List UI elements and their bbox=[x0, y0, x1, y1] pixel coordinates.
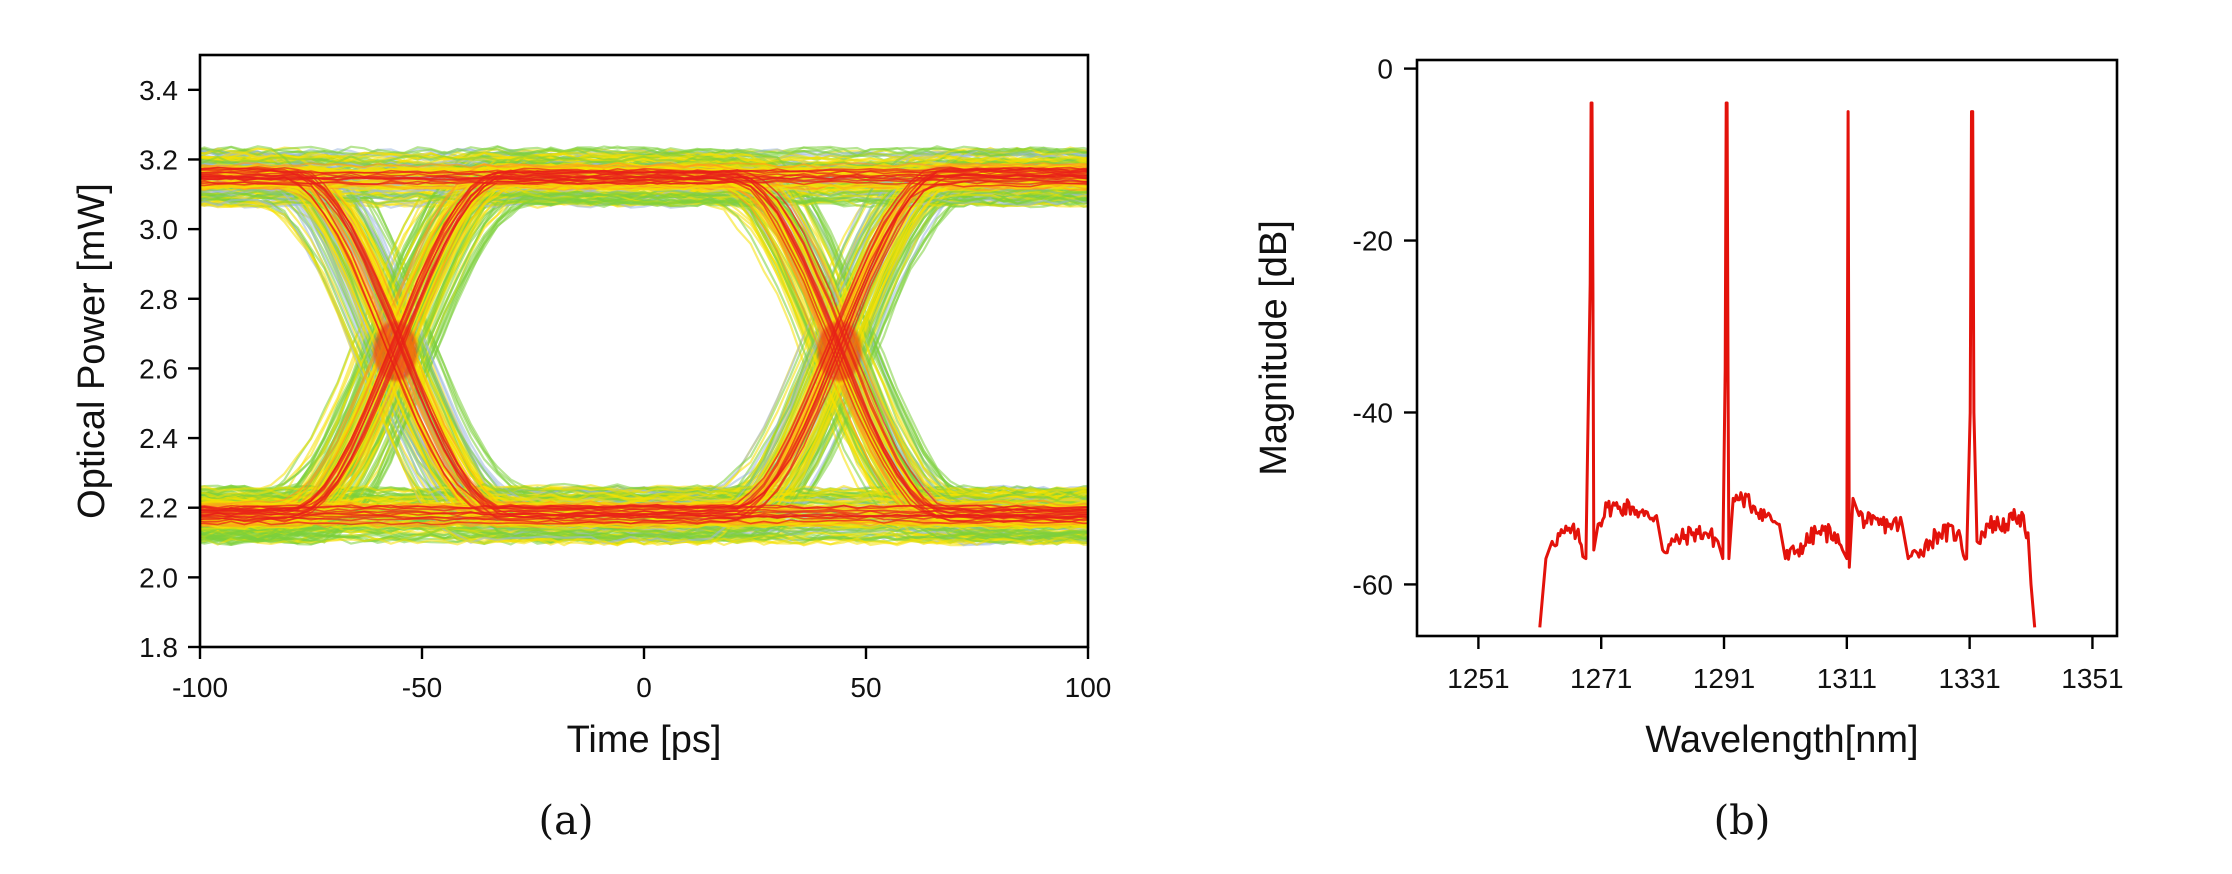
eye-x-tick-label: -50 bbox=[402, 672, 442, 703]
eye-y-axis-label: Optical Power [mW] bbox=[71, 183, 113, 519]
spectrum-x-tick-label: 1271 bbox=[1570, 663, 1632, 694]
eye-trace-dense bbox=[200, 179, 1088, 523]
spectrum-x-tick-label: 1311 bbox=[1817, 663, 1877, 694]
eye-x-tick-label: 100 bbox=[1065, 672, 1112, 703]
spectrum-x-tick-label: 1291 bbox=[1693, 663, 1755, 694]
spectrum-panel: 1251 1271 1291 1311 1331 1351 0 -20 -40 -60 Wavel… bbox=[1253, 54, 2124, 844]
eye-trace-dense bbox=[200, 169, 1088, 513]
eye-trace-core bbox=[200, 161, 1088, 507]
eye-trace-core bbox=[200, 183, 1088, 191]
eye-x-tick-label: -100 bbox=[172, 672, 228, 703]
eye-y-tick-label: 2.4 bbox=[139, 423, 178, 454]
spectrum-plot-frame bbox=[1415, 58, 2119, 638]
eye-x-tick-label: 50 bbox=[850, 672, 881, 703]
spectrum-y-tick-label: -40 bbox=[1353, 397, 1393, 428]
eye-traces bbox=[200, 145, 1088, 547]
eye-y-tick-label: 1.8 bbox=[139, 632, 178, 663]
spectrum-x-tick-label: 1251 bbox=[1447, 663, 1509, 694]
eye-trace bbox=[200, 145, 1088, 492]
caption-a: (a) bbox=[538, 798, 593, 844]
eye-trace-dense bbox=[200, 169, 1088, 175]
spectrum-series-line bbox=[1538, 101, 2037, 628]
eye-trace bbox=[200, 154, 1088, 502]
eye-crossing-hotspot bbox=[817, 321, 862, 381]
eye-axes: -100 -50 0 50 100 1.8 2.0 2.2 2.4 2.6 2.8 3.0 3.2 3.4 bbox=[139, 75, 1111, 703]
eye-trace bbox=[200, 192, 1088, 201]
spectrum-x-axis-label: Wavelength[nm] bbox=[1645, 719, 1918, 761]
eye-trace-dense bbox=[200, 182, 1088, 526]
eye-diagram-panel: -100 -50 0 50 100 1.8 2.0 2.2 2.4 2.6 2.8 3.0 3.2 3.4… bbox=[71, 53, 1111, 844]
eye-trace bbox=[200, 147, 1088, 495]
eye-y-tick-label: 2.6 bbox=[139, 353, 178, 384]
eye-y-tick-label: 3.2 bbox=[139, 144, 178, 175]
caption-b: (b) bbox=[1714, 798, 1771, 844]
eye-trace-dense bbox=[200, 169, 1088, 512]
eye-trace-core bbox=[200, 162, 1088, 506]
eye-y-tick-label: 3.4 bbox=[139, 75, 178, 106]
eye-trace bbox=[200, 188, 1088, 535]
spectrum-y-tick-label: -60 bbox=[1353, 569, 1393, 600]
spectrum-y-axis-label: Magnitude [dB] bbox=[1253, 220, 1295, 476]
eye-crossing-hotspot bbox=[373, 321, 418, 381]
eye-y-tick-label: 3.0 bbox=[139, 214, 178, 245]
eye-trace-dense bbox=[200, 172, 1088, 178]
eye-x-axis-label: Time [ps] bbox=[567, 719, 722, 761]
eye-trace bbox=[200, 196, 1088, 543]
eye-trace-dense bbox=[200, 175, 1088, 519]
eye-trace-dense bbox=[200, 178, 1088, 521]
spectrum-axes: 1251 1271 1291 1311 1331 1351 0 -20 -40 -60 bbox=[1353, 54, 2124, 694]
spectrum-y-tick-label: 0 bbox=[1377, 54, 1393, 85]
eye-plot-frame bbox=[198, 53, 1090, 649]
eye-x-tick-label: 0 bbox=[636, 672, 652, 703]
eye-y-tick-label: 2.0 bbox=[139, 562, 178, 593]
eye-trace-dense bbox=[200, 182, 1088, 525]
spectrum-y-tick-label: -20 bbox=[1353, 226, 1393, 257]
eye-trace-dense bbox=[200, 180, 1088, 523]
eye-y-tick-label: 2.2 bbox=[139, 493, 178, 524]
eye-y-tick-label: 2.8 bbox=[139, 284, 178, 315]
eye-trace bbox=[200, 202, 1088, 547]
spectrum-x-tick-label: 1351 bbox=[2061, 663, 2123, 694]
eye-trace-dense bbox=[200, 171, 1088, 514]
spectrum-x-tick-label: 1331 bbox=[1938, 663, 2000, 694]
